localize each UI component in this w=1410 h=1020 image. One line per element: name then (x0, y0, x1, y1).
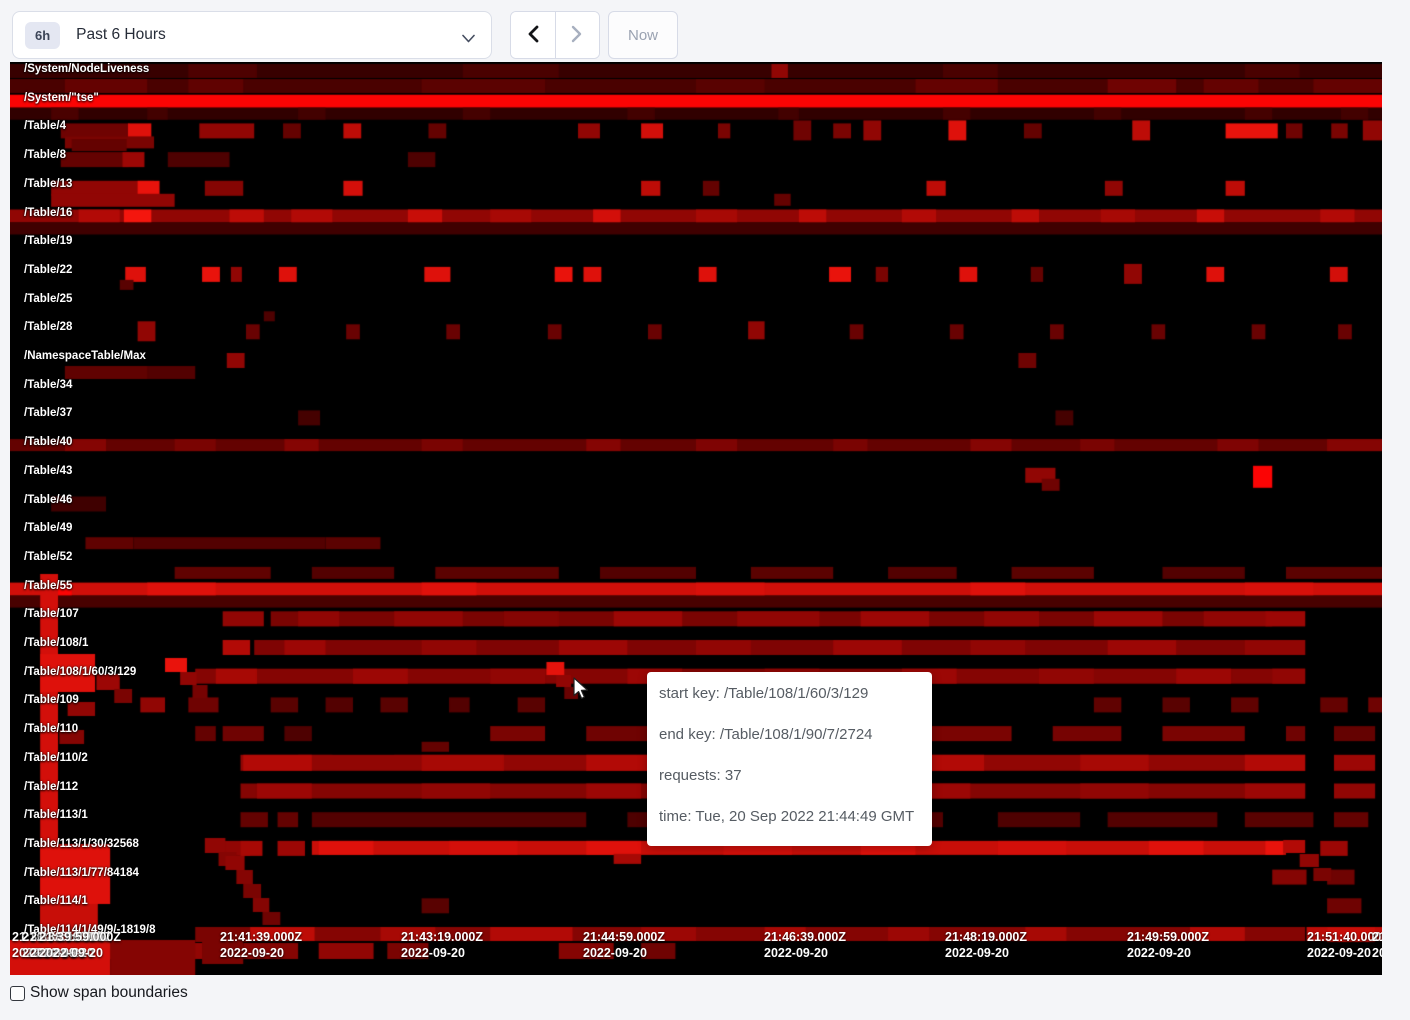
previous-time-button[interactable] (511, 12, 555, 58)
time-range-select[interactable]: 6h Past 6 Hours (12, 11, 492, 59)
show-span-boundaries-label: Show span boundaries (30, 984, 188, 1001)
tooltip-start-key: start key: /Table/108/1/60/3/129 (659, 685, 869, 702)
span-tooltip: start key: /Table/108/1/60/3/129 end key… (647, 672, 932, 846)
time-range-label: Past 6 Hours (76, 26, 166, 43)
chevron-left-icon (527, 25, 539, 46)
now-button[interactable]: Now (608, 11, 678, 59)
tooltip-requests: requests: 37 (659, 767, 742, 784)
time-range-badge: 6h (25, 21, 61, 49)
chevron-down-icon (462, 30, 475, 48)
tooltip-time: time: Tue, 20 Sep 2022 21:44:49 GMT (659, 808, 915, 825)
chevron-right-icon (571, 25, 583, 46)
footer: Show span boundaries (10, 984, 188, 1002)
time-step-button-group (510, 11, 600, 59)
next-time-button[interactable] (554, 12, 599, 58)
key-visualizer-heatmap: /System/NodeLiveness/System/"tse"/Table/… (10, 62, 1382, 975)
show-span-boundaries-checkbox[interactable] (10, 985, 25, 1001)
toolbar: 6h Past 6 Hours Now (0, 0, 1410, 62)
tooltip-end-key: end key: /Table/108/1/90/7/2724 (659, 726, 873, 743)
